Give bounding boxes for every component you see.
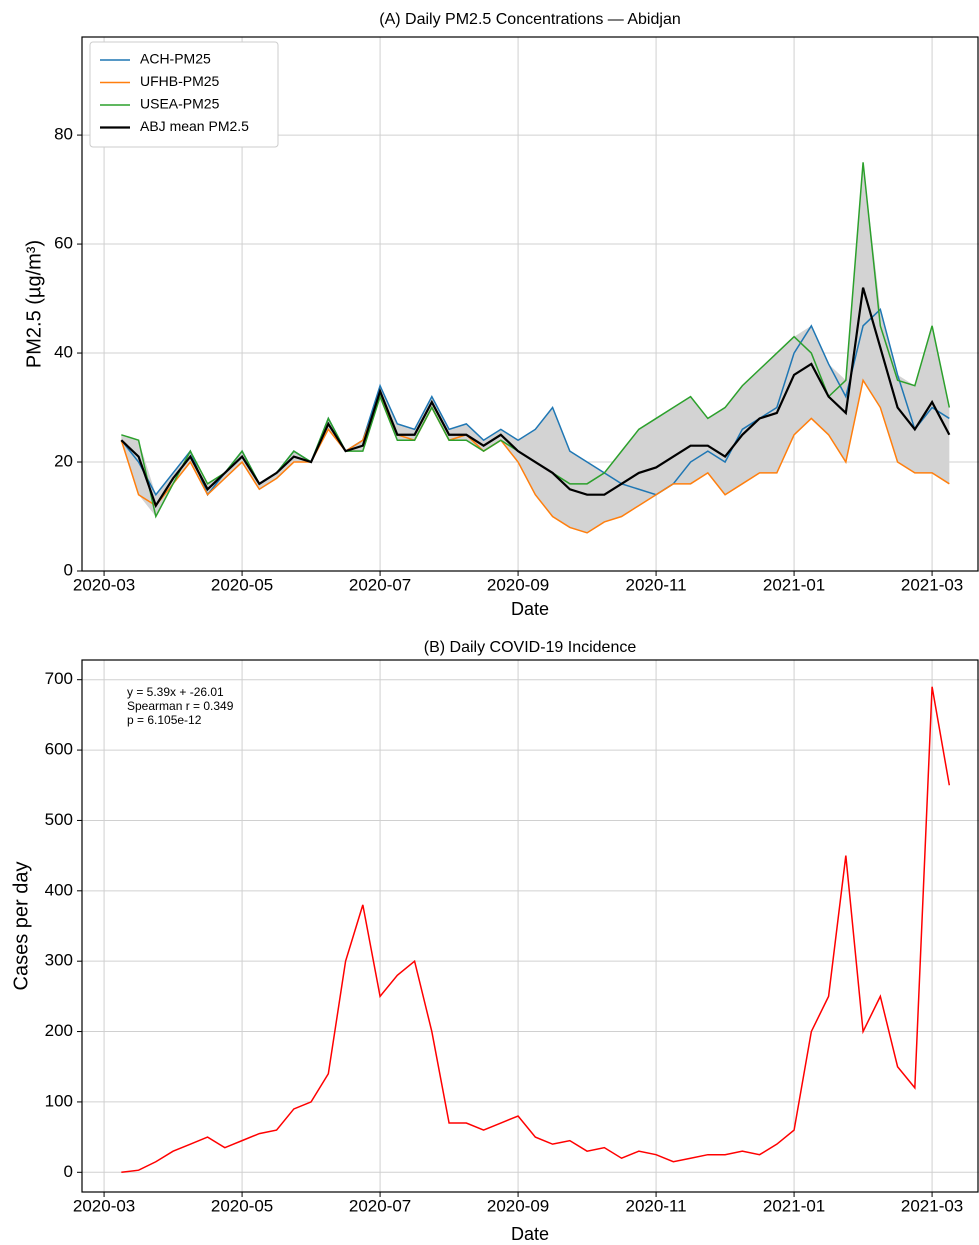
y-tick-label: 700 <box>45 669 73 688</box>
chart-title: (B) Daily COVID-19 Incidence <box>424 639 637 656</box>
y-tick-label: 200 <box>45 1021 73 1040</box>
x-tick-label: 2020-09 <box>487 575 549 594</box>
x-axis-label: Date <box>511 1224 549 1244</box>
y-tick-label: 60 <box>54 234 73 253</box>
legend-label: UFHB-PM25 <box>140 73 220 89</box>
y-tick-label: 500 <box>45 810 73 829</box>
y-tick-label: 20 <box>54 452 73 471</box>
x-tick-label: 2021-01 <box>763 575 825 594</box>
y-axis-label: PM2.5 (µg/m³) <box>23 240 45 368</box>
chart-title: (A) Daily PM2.5 Concentrations — Abidjan <box>379 11 680 28</box>
legend-label: USEA-PM25 <box>140 96 220 112</box>
y-axis-label: Cases per day <box>10 862 32 991</box>
range-band <box>121 162 950 533</box>
x-tick-label: 2020-09 <box>487 1196 549 1215</box>
annotation: Spearman r = 0.349 <box>127 699 234 713</box>
series-line <box>121 686 951 1174</box>
legend: ACH-PM25 UFHB-PM25 USEA-PM25 ABJ mean PM2.5 <box>89 41 279 148</box>
y-tick-label: 0 <box>64 1162 73 1181</box>
panel: 2020-03 2020-05 2020-07 2020-09 2020-11 2021-… <box>23 11 979 619</box>
series-line <box>120 287 951 509</box>
legend-label: ABJ mean PM2.5 <box>140 118 249 134</box>
y-tick-label: 600 <box>45 740 73 759</box>
plot-frame <box>81 36 979 572</box>
legend-box <box>89 41 279 148</box>
x-tick-label: 2021-03 <box>901 575 963 594</box>
x-tick-label: 2020-05 <box>211 575 273 594</box>
x-tick-label: 2020-11 <box>626 575 687 594</box>
x-tick-label: 2020-07 <box>349 575 411 594</box>
plot-background <box>82 660 979 1192</box>
plot-frame <box>81 659 979 1193</box>
y-tick-label: 300 <box>45 951 73 970</box>
x-tick-label: 2020-03 <box>73 1196 135 1215</box>
x-tick-label: 2020-07 <box>349 1196 411 1215</box>
annotation: y = 5.39x + -26.01 <box>127 685 224 699</box>
x-tick-label: 2020-11 <box>626 1196 687 1215</box>
x-axis-label: Date <box>511 599 549 619</box>
x-tick-label: 2020-03 <box>73 575 135 594</box>
panel: 2020-03 2020-05 2020-07 2020-09 2020-11 2021-… <box>10 639 979 1244</box>
y-tick-label: 400 <box>45 880 73 899</box>
y-tick-label: 40 <box>54 343 73 362</box>
x-tick-label: 2021-03 <box>901 1196 963 1215</box>
series-line <box>120 378 950 534</box>
y-tick-label: 80 <box>54 125 73 144</box>
annotation: p = 6.105e-12 <box>127 713 202 727</box>
legend-label: ACH-PM25 <box>140 51 211 67</box>
x-tick-label: 2020-05 <box>211 1196 273 1215</box>
y-tick-label: 0 <box>64 560 73 579</box>
y-tick-label: 100 <box>45 1091 73 1110</box>
x-tick-label: 2021-01 <box>763 1196 825 1215</box>
